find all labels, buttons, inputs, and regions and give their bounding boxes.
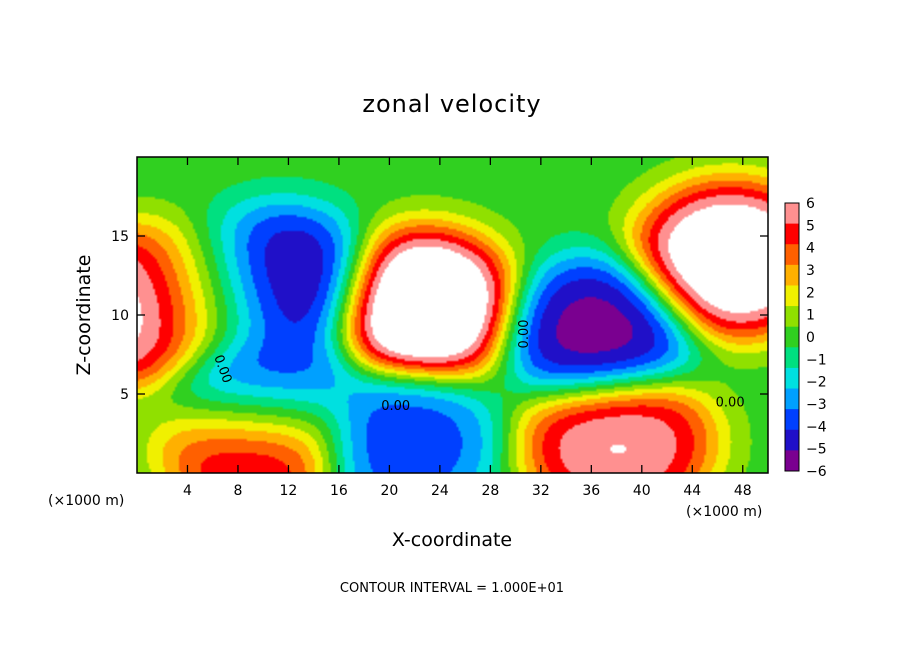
x-tick-label: 16 [330,483,348,499]
x-unit-right: (×1000 m) [686,504,762,520]
colorbar-swatch [785,244,799,266]
colorbar-swatch [785,285,799,307]
colorbar-tick-label: −4 [806,419,827,435]
colorbar-swatch [785,203,799,225]
contour-label-3: 0.00 [716,396,745,411]
colorbar-tick-label: 2 [806,285,815,301]
x-tick-label: 12 [280,483,298,499]
x-tick-label: 44 [683,483,701,499]
contour-label-1: 0.00 [381,399,410,414]
colorbar: 6 5 4 3 2 1 0 −1 −2 −3 −4 −5 −6 [784,196,827,480]
x-axis-label: X-coordinate [392,529,512,551]
colorbar-tick-label: 3 [806,263,815,279]
colorbar-swatch [785,223,799,245]
x-tick-label: 36 [582,483,600,499]
x-tick-label: 40 [633,483,651,499]
colorbar-swatch [785,450,799,472]
x-tick-label: 24 [431,483,449,499]
y-axis-label: Z-coordinate [73,255,95,376]
heatmap-field [137,157,768,473]
colorbar-tick-label: 5 [806,218,815,234]
colorbar-swatch [785,347,799,369]
y-tick-label: 15 [111,229,129,245]
x-tick-label: 28 [481,483,499,499]
colorbar-swatch [785,264,799,286]
contour-interval-note: CONTOUR INTERVAL = 1.000E+01 [340,581,564,596]
x-tick-label: 32 [532,483,550,499]
colorbar-swatch [785,367,799,390]
x-axis: 4 8 12 16 20 24 28 32 36 40 44 48 [183,157,752,499]
chart-title: zonal velocity [362,90,541,118]
plot-area: 0.000.000.000.00 [136,156,769,474]
x-tick-label: 8 [233,483,242,499]
colorbar-swatch [785,409,799,431]
x-tick-label: 20 [380,483,398,499]
colorbar-tick-label: −2 [806,375,827,391]
y-tick-label: 10 [111,308,129,324]
colorbar-tick-label: −3 [806,397,827,413]
colorbar-tick-label: −1 [806,352,827,368]
colorbar-tick-label: 6 [806,196,815,212]
colorbar-frame [784,202,800,472]
x-tick-label: 48 [734,483,752,499]
colorbar-tick-label: −6 [806,464,827,480]
y-tick-label: 5 [120,387,129,403]
contour-label-2: 0.00 [517,319,532,348]
colorbar-tick-label: 4 [806,241,815,257]
colorbar-swatch [785,429,799,451]
colorbar-tick-label: 0 [806,330,815,346]
x-unit-left: (×1000 m) [48,493,124,509]
x-tick-label: 4 [183,483,192,499]
colorbar-swatch [785,388,799,410]
y-axis: 5 10 15 [111,229,768,403]
colorbar-swatch [785,306,799,328]
colorbar-tick-label: 1 [806,308,815,324]
colorbar-swatch [785,326,799,348]
colorbar-tick-label: −5 [806,442,827,458]
